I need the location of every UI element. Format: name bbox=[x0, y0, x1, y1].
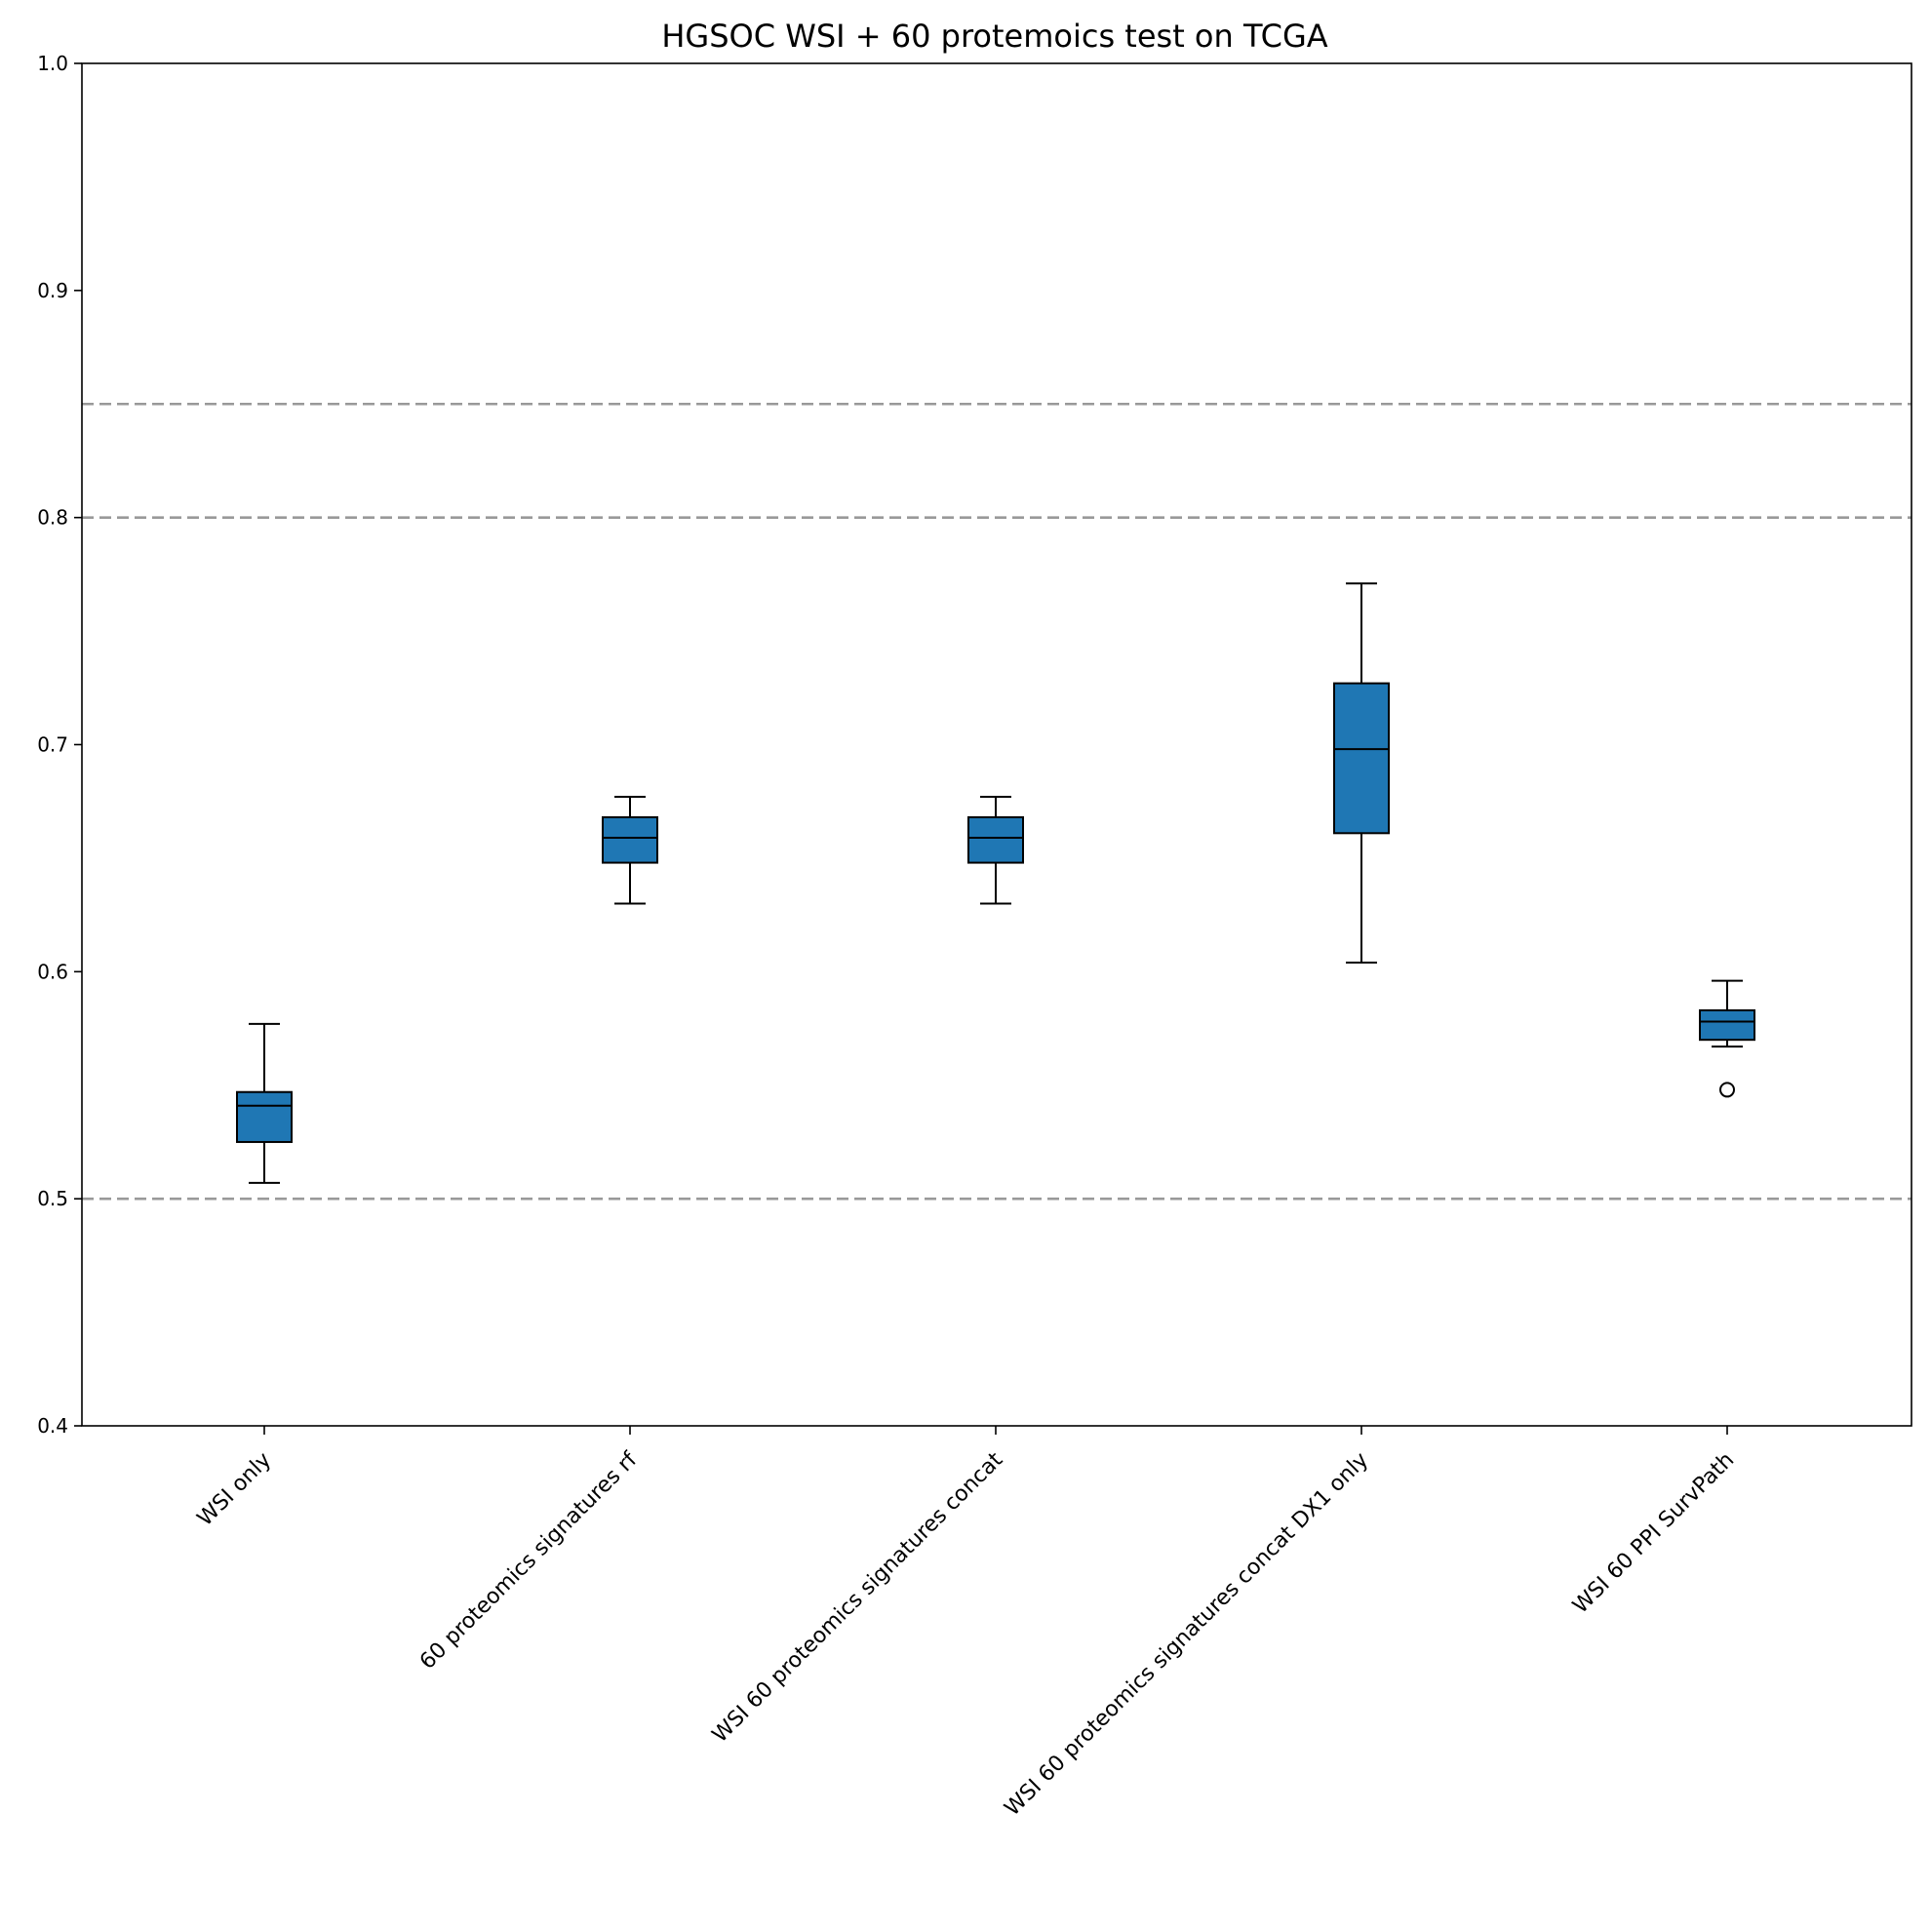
box-body-4 bbox=[1699, 1008, 1755, 1042]
plot-frame bbox=[81, 62, 1912, 1427]
box-body-3 bbox=[1333, 682, 1390, 835]
y-axis: 0.4 0.5 0.6 0.7 0.8 0.9 1.0 bbox=[37, 52, 82, 1438]
chart-title: HGSOC WSI + 60 protemoics test on TCGA bbox=[661, 18, 1327, 55]
x-tick-label-2: WSI 60 proteomics signatures concat bbox=[708, 1447, 1008, 1748]
box-body-2 bbox=[967, 816, 1024, 864]
y-tick-label-4: 0.8 bbox=[37, 506, 68, 530]
y-tick-label-2: 0.6 bbox=[37, 960, 68, 983]
x-tick-label-4: WSI 60 PPI SurvPath bbox=[1568, 1448, 1739, 1619]
x-tick-label-3: WSI 60 proteomics signatures concat DX1 … bbox=[1001, 1448, 1374, 1822]
outlier-4-0 bbox=[1719, 1082, 1735, 1098]
y-tick-label-6: 1.0 bbox=[37, 52, 68, 75]
box-body-1 bbox=[602, 816, 658, 864]
box-3 bbox=[1333, 582, 1390, 965]
x-tick-label-0: WSI only bbox=[193, 1448, 276, 1531]
x-axis: WSI only 60 proteomics signatures rf WSI 6… bbox=[193, 1426, 1739, 1821]
y-tick-label-3: 0.7 bbox=[37, 733, 68, 757]
y-tick-label-1: 0.5 bbox=[37, 1187, 68, 1210]
box-2 bbox=[967, 796, 1024, 905]
box-1 bbox=[602, 796, 658, 905]
x-tick-label-1: 60 proteomics signatures rf bbox=[415, 1447, 643, 1675]
box-body-0 bbox=[236, 1090, 293, 1143]
box-4 bbox=[1699, 979, 1755, 1098]
box-0 bbox=[236, 1022, 293, 1184]
box-series bbox=[236, 582, 1755, 1184]
y-tick-label-5: 0.9 bbox=[37, 279, 68, 302]
reference-lines bbox=[82, 402, 1911, 1201]
y-tick-label-0: 0.4 bbox=[37, 1414, 68, 1438]
